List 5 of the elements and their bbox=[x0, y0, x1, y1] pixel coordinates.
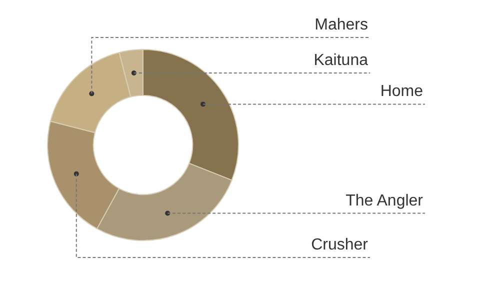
slice-label: Mahers bbox=[314, 16, 368, 34]
slice-label: Crusher bbox=[311, 236, 369, 254]
slice-label: The Angler bbox=[346, 192, 424, 210]
slice-label: Home bbox=[380, 83, 424, 100]
slice-label: Kaituna bbox=[314, 52, 368, 69]
